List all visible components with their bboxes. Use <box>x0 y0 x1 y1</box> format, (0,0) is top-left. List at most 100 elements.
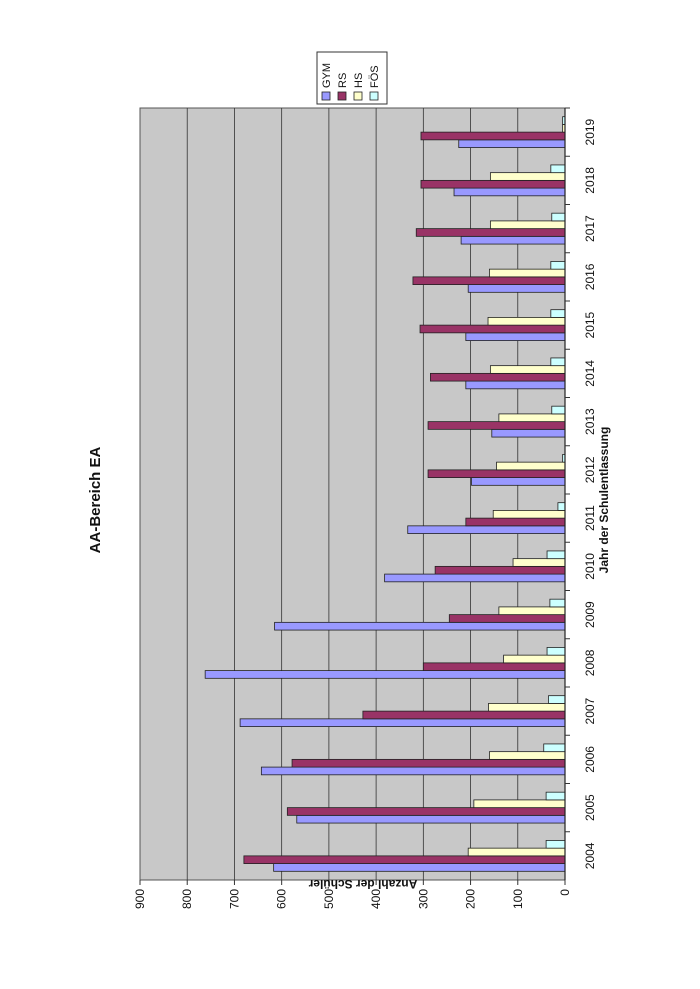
x-axis-ticks: 2004 2005 2006 2007 2008 2009 2010 2011 2012 2013… <box>565 107 597 869</box>
bar-GYM-2015 <box>465 332 566 341</box>
bar-HS-2014 <box>489 365 566 374</box>
y-tick-label: 200 <box>464 889 478 909</box>
bar-HS-2011 <box>492 510 566 519</box>
bar-FÖS-2008 <box>546 647 566 656</box>
bar-GYM-2005 <box>296 814 566 824</box>
bar-FÖS-2013 <box>551 405 566 415</box>
bar-RS-2011 <box>465 517 566 527</box>
x-tick-label: 2008 <box>583 649 597 676</box>
x-tick-label: 2006 <box>583 746 597 773</box>
bar-RS-2006 <box>291 758 566 768</box>
x-tick-label: 2013 <box>583 408 597 435</box>
bar-HS-2005 <box>473 799 566 809</box>
x-tick-label: 2014 <box>583 360 597 387</box>
x-tick-label: 2012 <box>583 456 597 483</box>
y-tick-label: 100 <box>511 889 525 909</box>
bar-GYM-2014 <box>465 380 566 390</box>
bar-RS-2017 <box>415 228 566 237</box>
bar-FÖS-2014 <box>550 357 566 367</box>
bar-RS-2009 <box>448 614 566 623</box>
x-tick-label: 2004 <box>583 842 597 869</box>
x-tick-label: 2010 <box>583 553 597 580</box>
bar-GYM-2017 <box>460 235 566 245</box>
bar-GYM-2009 <box>274 621 566 631</box>
bar-FÖS-2010 <box>546 550 566 560</box>
bar-HS-2012 <box>496 461 566 471</box>
bar-GYM-2019 <box>458 139 566 148</box>
x-tick-label: 2018 <box>583 167 597 194</box>
bar-FÖS-2015 <box>550 309 566 318</box>
x-axis-label: Jahr der Schulentlassung <box>597 427 611 574</box>
legend-label-RS: RS <box>337 73 349 88</box>
x-tick-label: 2019 <box>583 118 597 145</box>
bar-GYM-2013 <box>491 428 566 438</box>
bar-GYM-2010 <box>384 573 566 583</box>
bar-GYM-2007 <box>239 718 566 727</box>
bar-FÖS-2009 <box>549 598 566 608</box>
bar-FÖS-2016 <box>550 261 566 270</box>
x-tick-label: 2007 <box>583 697 597 724</box>
legend-swatch-RS <box>337 91 347 101</box>
y-axis-label: Anzahl der Schüler <box>308 877 417 891</box>
bar-FÖS-2006 <box>543 743 566 753</box>
bar-HS-2010 <box>512 558 566 567</box>
legend: GYM RS HS FÖS <box>316 51 388 105</box>
y-tick-label: 600 <box>275 889 289 909</box>
bar-RS-2012 <box>427 469 566 478</box>
bar-RS-2005 <box>286 807 566 816</box>
legend-swatch-FÖS <box>369 91 379 101</box>
y-tick-label: 400 <box>369 889 383 909</box>
bar-RS-2015 <box>419 324 566 334</box>
chart-title: AA-Bereich EA <box>87 446 104 553</box>
bar-HS-2008 <box>503 654 566 664</box>
bar-FÖS-2017 <box>551 212 566 222</box>
bar-GYM-2012 <box>471 477 566 486</box>
x-tick-label: 2015 <box>583 311 597 338</box>
bar-HS-2004 <box>467 847 566 857</box>
y-tick-label: 700 <box>227 889 241 909</box>
bar-GYM-2008 <box>204 670 566 679</box>
legend-label-GYM: GYM <box>321 63 333 88</box>
bar-RS-2018 <box>420 179 566 189</box>
bar-FÖS-2005 <box>545 791 566 801</box>
y-tick-label: 500 <box>322 889 336 909</box>
bar-HS-2016 <box>489 268 566 278</box>
bar-RS-2007 <box>362 710 566 720</box>
bar-GYM-2006 <box>260 766 566 776</box>
legend-swatch-GYM <box>321 91 331 101</box>
y-tick-label: 0 <box>558 889 572 896</box>
x-tick-label: 2017 <box>583 215 597 242</box>
bar-RS-2004 <box>243 855 566 864</box>
x-tick-label: 2016 <box>583 263 597 290</box>
bar-FÖS-2007 <box>548 695 566 704</box>
bar-RS-2010 <box>434 565 566 575</box>
y-tick-label: 900 <box>133 889 147 909</box>
bar-GYM-2004 <box>273 863 566 872</box>
bar-FÖS-2004 <box>545 840 566 849</box>
bar-RS-2014 <box>430 372 566 382</box>
bar-GYM-2011 <box>407 525 566 534</box>
bar-GYM-2018 <box>453 187 566 197</box>
bar-HS-2017 <box>489 220 566 230</box>
bar-RS-2016 <box>412 276 566 285</box>
bar-GYM-2016 <box>467 284 566 293</box>
bar-HS-2018 <box>489 172 566 181</box>
bar-FÖS-2018 <box>550 164 566 174</box>
legend-label-HS: HS <box>353 73 365 88</box>
bar-RS-2013 <box>427 421 566 430</box>
x-tick-label: 2009 <box>583 601 597 628</box>
legend-label-FÖS: FÖS <box>369 65 381 88</box>
bar-HS-2013 <box>498 413 566 423</box>
plot-area <box>139 107 566 881</box>
bar-FÖS-2011 <box>557 502 566 511</box>
bar-RS-2008 <box>422 662 566 671</box>
bar-HS-2009 <box>498 606 566 616</box>
legend-swatch-HS <box>353 91 363 101</box>
bar-RS-2019 <box>420 131 566 141</box>
y-axis-ticks: 0 100 200 300 400 500 600 700 800 900 <box>133 880 572 909</box>
y-tick-label: 300 <box>416 889 430 909</box>
bar-HS-2015 <box>487 317 566 326</box>
x-tick-label: 2005 <box>583 794 597 821</box>
bar-HS-2007 <box>488 703 566 712</box>
